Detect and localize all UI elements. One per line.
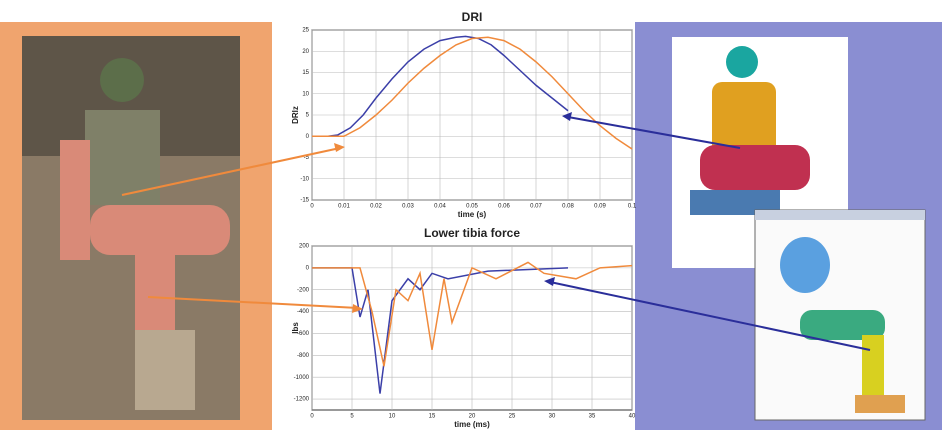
y-tick-label: -10 [300,176,309,182]
x-tick-label: 0 [310,414,314,420]
y-tick-label: 0 [306,265,310,271]
x-tick-label: 0.03 [402,204,414,210]
model-head [726,46,758,78]
y-tick-label: -600 [297,331,310,337]
x-tick-label: 35 [589,414,596,420]
y-axis-title: lbs [291,322,300,334]
y-tick-label: 0 [306,134,310,140]
y-tick-label: 20 [302,49,309,55]
x-tick-label: 5 [350,414,354,420]
arrow [121,147,341,196]
arm [60,140,90,260]
arrow-head [352,304,363,313]
chart-title: Lower tibia force [424,226,520,240]
y-tick-label: -400 [297,309,310,315]
boot [135,330,195,410]
y-axis-title: DRIz [291,106,300,124]
legs [90,205,230,255]
helmet [100,58,144,102]
x-tick-label: 20 [469,414,476,420]
window-bar [755,210,925,220]
y-tick-label: 25 [302,28,309,34]
arrow-head [334,143,345,152]
y-tick-label: -1200 [294,397,310,403]
x-tick-label: 0.01 [338,204,350,210]
model-legs [700,145,810,190]
x-tick-label: 0.04 [434,204,446,210]
x-axis-title: time (s) [458,210,487,219]
y-tick-label: 10 [302,91,309,97]
y-tick-label: -5 [304,155,310,161]
leg-model-shin [862,335,884,395]
arrow [567,116,741,149]
x-tick-label: 0.06 [498,204,510,210]
x-tick-label: 25 [509,414,516,420]
x-tick-label: 40 [629,414,636,420]
x-tick-label: 0.02 [370,204,382,210]
y-tick-label: -15 [300,198,309,204]
x-tick-label: 0.05 [466,204,478,210]
x-tick-label: 30 [549,414,556,420]
leg-model-foot [855,395,905,413]
arrow-head [544,277,555,286]
y-tick-label: -200 [297,287,310,293]
x-tick-label: 0 [310,204,314,210]
y-tick-label: 5 [306,113,310,119]
y-tick-label: 15 [302,70,309,76]
x-tick-label: 15 [429,414,436,420]
model-torso [712,82,776,162]
x-axis-title: time (ms) [454,420,490,429]
arrow-head [562,112,572,121]
y-tick-label: -800 [297,353,310,359]
arrow [549,281,871,351]
x-tick-label: 0.08 [562,204,574,210]
chart-title: DRI [462,10,483,24]
data-line [312,36,633,150]
leg-model-thigh [800,310,885,340]
x-tick-label: 0.07 [530,204,542,210]
leg-model-torso [780,237,830,293]
y-tick-label: -1000 [294,375,310,381]
x-tick-label: 0.1 [628,204,637,210]
arrow [147,296,359,309]
y-tick-label: 200 [299,244,310,250]
data-line [312,261,633,367]
arrows [121,112,871,351]
x-tick-label: 0.09 [594,204,606,210]
x-tick-label: 10 [389,414,396,420]
data-line [312,35,569,137]
vest [85,110,160,205]
